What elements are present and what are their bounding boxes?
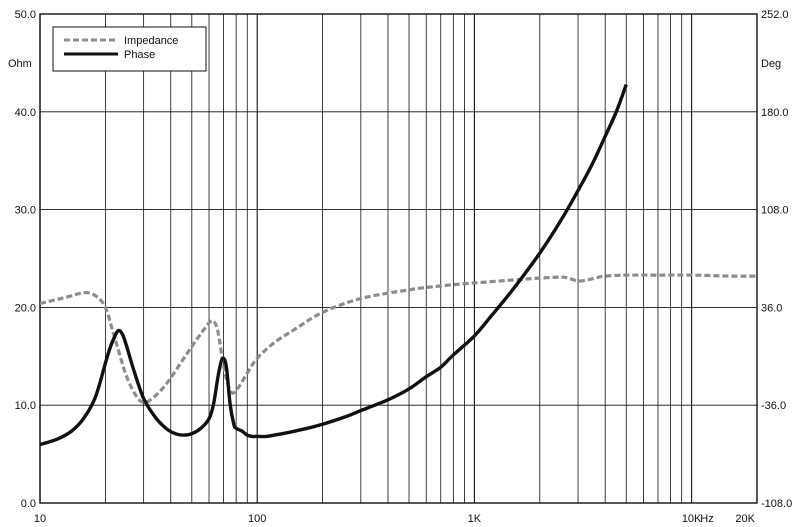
y-left-tick-label: 30.0 <box>15 205 36 217</box>
x-tick-label: 20K <box>735 513 755 525</box>
y-right-tick-label: -108.0 <box>761 498 792 510</box>
y-right-tick-label: 108.0 <box>761 205 789 217</box>
curves <box>40 84 757 447</box>
legend-box <box>52 26 207 72</box>
x-tick-label: 100 <box>248 513 266 525</box>
x-tick-label: 1K <box>468 513 482 525</box>
y-left-tick-label: 20.0 <box>15 302 36 314</box>
tick-labels: 0.0 10.0 20.0 30.0 40.0 50.0 Ohm -108.0 -36.0 36.… <box>8 9 792 525</box>
plot-frame <box>39 13 758 504</box>
impedance-series-line <box>40 273 757 405</box>
y-left-unit-label: Ohm <box>8 58 32 70</box>
y-right-tick-label: 36.0 <box>761 302 782 314</box>
x-unit-label: Hz <box>700 513 713 525</box>
legend: Impedance Phase <box>52 26 207 72</box>
legend-label-impedance: Impedance <box>124 35 178 47</box>
x-tick-label: 10K <box>682 513 702 525</box>
y-left-tick-label: 0.0 <box>21 498 36 510</box>
phase-series-line <box>40 84 628 447</box>
y-left-tick-label: 40.0 <box>15 107 36 119</box>
y-right-tick-label: 180.0 <box>761 107 789 119</box>
y-right-tick-label: 252.0 <box>761 9 789 21</box>
x-tick-label: 10 <box>34 513 46 525</box>
y-left-tick-label: 50.0 <box>15 9 36 21</box>
plot-border <box>39 13 758 504</box>
grid <box>39 13 758 504</box>
y-left-tick-label: 10.0 <box>15 400 36 412</box>
legend-label-phase: Phase <box>124 49 155 61</box>
y-right-tick-label: -36.0 <box>761 400 786 412</box>
y-right-unit-label: Deg <box>761 58 781 70</box>
